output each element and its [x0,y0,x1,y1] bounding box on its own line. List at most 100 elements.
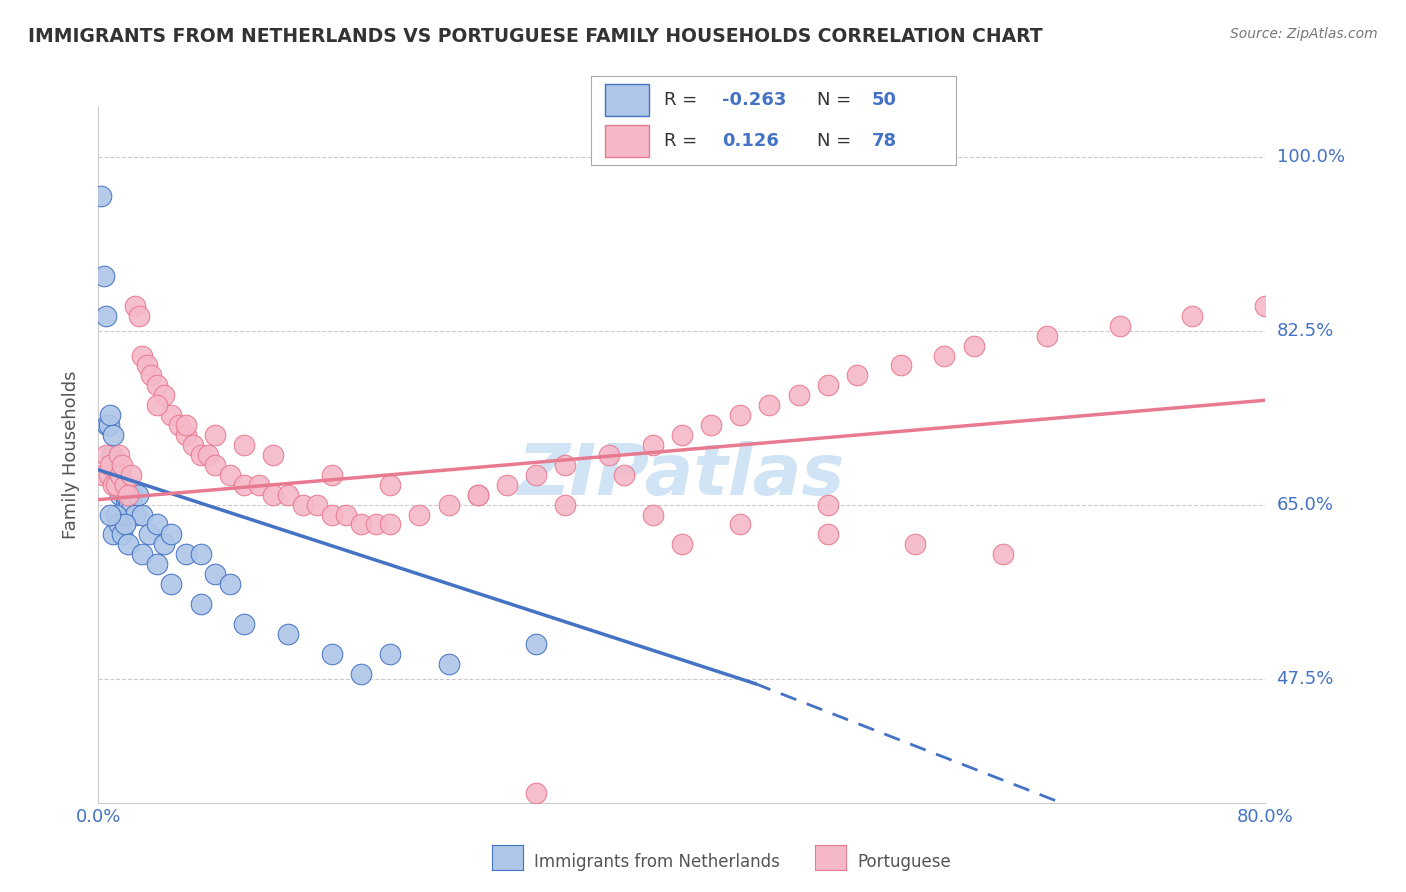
Point [108,467,131,482]
Point [117,488,139,502]
Point [437,657,460,671]
Point [350,666,373,681]
Point [167,418,190,433]
Point [160,527,183,541]
Point [114,488,136,502]
Text: IMMIGRANTS FROM NETHERLANDS VS PORTUGUESE FAMILY HOUSEHOLDS CORRELATION CHART: IMMIGRANTS FROM NETHERLANDS VS PORTUGUES… [28,27,1043,45]
Point [101,477,124,491]
Point [728,517,751,532]
Point [524,637,547,651]
Point [181,438,204,452]
Point [97,418,120,433]
Point [962,338,984,352]
Point [98,458,121,472]
Point [139,368,162,383]
Text: ZIPatlas: ZIPatlas [519,442,845,510]
Y-axis label: Family Households: Family Households [62,371,80,539]
Text: Portuguese: Portuguese [858,853,952,871]
Text: R =: R = [664,132,697,150]
Point [174,547,197,561]
Point [307,498,329,512]
Point [101,527,124,541]
Point [124,299,146,313]
Point [135,359,157,373]
Point [1254,299,1277,313]
Point [641,508,664,522]
Point [120,488,142,502]
Point [1108,318,1130,333]
Point [817,378,839,392]
Point [108,517,131,532]
Point [671,428,693,442]
Text: 65.0%: 65.0% [1277,496,1333,514]
Point [91,467,114,482]
Point [153,537,176,551]
Point [118,498,141,512]
Point [131,349,153,363]
Point [100,448,122,462]
Point [190,448,212,462]
Point [845,368,868,383]
Text: Immigrants from Netherlands: Immigrants from Netherlands [534,853,780,871]
Point [98,508,121,522]
Point [197,448,219,462]
Point [131,547,153,561]
Point [204,567,226,582]
Point [787,388,810,402]
Point [160,577,183,591]
Text: N =: N = [817,91,852,109]
Point [110,488,132,502]
Point [104,467,127,482]
Point [204,428,226,442]
Point [114,477,136,491]
Point [321,467,343,482]
Point [105,477,128,491]
Text: 100.0%: 100.0% [1277,148,1344,166]
Point [262,488,284,502]
Text: 50: 50 [872,91,897,109]
Point [262,448,284,462]
Point [218,467,240,482]
Text: Source: ZipAtlas.com: Source: ZipAtlas.com [1230,27,1378,41]
Point [120,467,142,482]
Point [598,448,620,462]
Point [90,189,112,203]
Bar [605,84,650,116]
Text: 78: 78 [872,132,897,150]
Point [233,438,256,452]
Point [108,448,131,462]
Point [700,418,723,433]
Bar [605,125,650,157]
Point [817,527,839,541]
Point [378,517,402,532]
Point [190,547,212,561]
Point [104,508,127,522]
Point [112,477,135,491]
Point [93,268,115,283]
Point [467,488,489,502]
Point [146,558,169,572]
Point [277,627,299,641]
Point [146,378,169,392]
Point [124,508,146,522]
Point [97,467,120,482]
Point [934,349,956,363]
Point [321,508,343,522]
Point [204,458,226,472]
Text: 0.126: 0.126 [723,132,779,150]
Point [378,477,402,491]
Text: R =: R = [664,91,697,109]
Point [1181,309,1204,323]
Point [728,408,751,422]
Point [524,786,547,800]
Point [146,398,169,412]
Point [111,477,134,491]
Point [321,647,343,661]
Point [96,418,118,433]
Point [153,388,176,402]
Point [904,537,927,551]
Point [233,616,256,631]
Point [110,467,132,482]
Point [101,428,124,442]
Point [641,438,664,452]
